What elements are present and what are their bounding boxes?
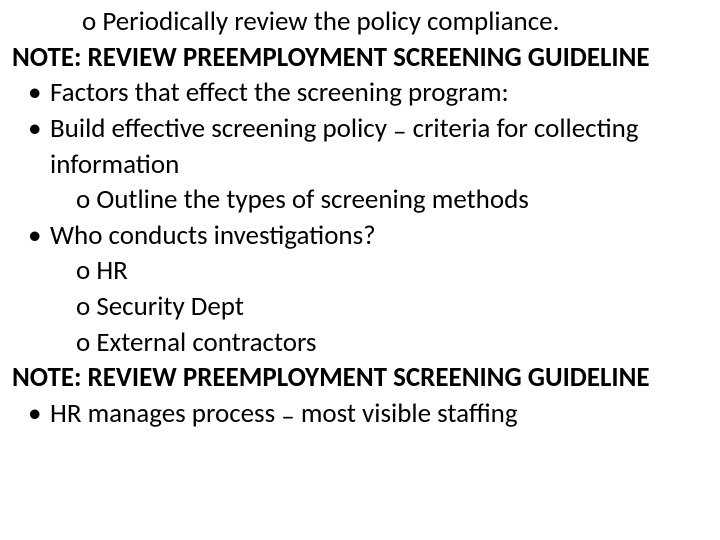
sub-bullet-hr: o HR [12,253,708,289]
bullet-dot-icon: • [28,111,50,147]
sub-bullet-outline-methods: o Outline the types of screening methods [12,182,708,218]
sub-bullet-review-compliance: o Periodically review the policy complia… [12,4,708,40]
bullet-hr-manages-text2: most visible staffing [295,397,518,430]
bullet-who-conducts: •Who conducts investigations? [12,218,708,254]
bullet-hr-manages-text1: HR manages process [50,397,281,430]
bullet-hr-manages: •HR manages process – most visible staff… [12,396,708,432]
dash-char: – [281,400,294,433]
dash-char: – [393,115,406,148]
bullet-who-conducts-text: Who conducts investigations? [50,219,376,252]
bullet-dot-icon: • [28,75,50,111]
sub-bullet-external-contractors: o External contractors [12,325,708,361]
note-review-guideline-1: NOTE: REVIEW PREEMPLOYMENT SCREENING GUI… [12,40,708,76]
note-review-guideline-2: NOTE: REVIEW PREEMPLOYMENT SCREENING GUI… [12,360,708,396]
bullet-dot-icon: • [28,218,50,254]
bullet-build-policy-text1: Build effective screening policy [50,112,393,145]
slide-body: o Periodically review the policy complia… [0,0,720,540]
bullet-build-policy: •Build effective screening policy – crit… [12,111,708,147]
sub-bullet-security-dept: o Security Dept [12,289,708,325]
bullet-build-policy-cont: information [12,147,708,183]
bullet-build-policy-text2: criteria for collecting [407,112,639,145]
bullet-factors-text: Factors that effect the screening progra… [50,76,509,109]
bullet-factors: •Factors that effect the screening progr… [12,75,708,111]
bullet-dot-icon: • [28,396,50,432]
